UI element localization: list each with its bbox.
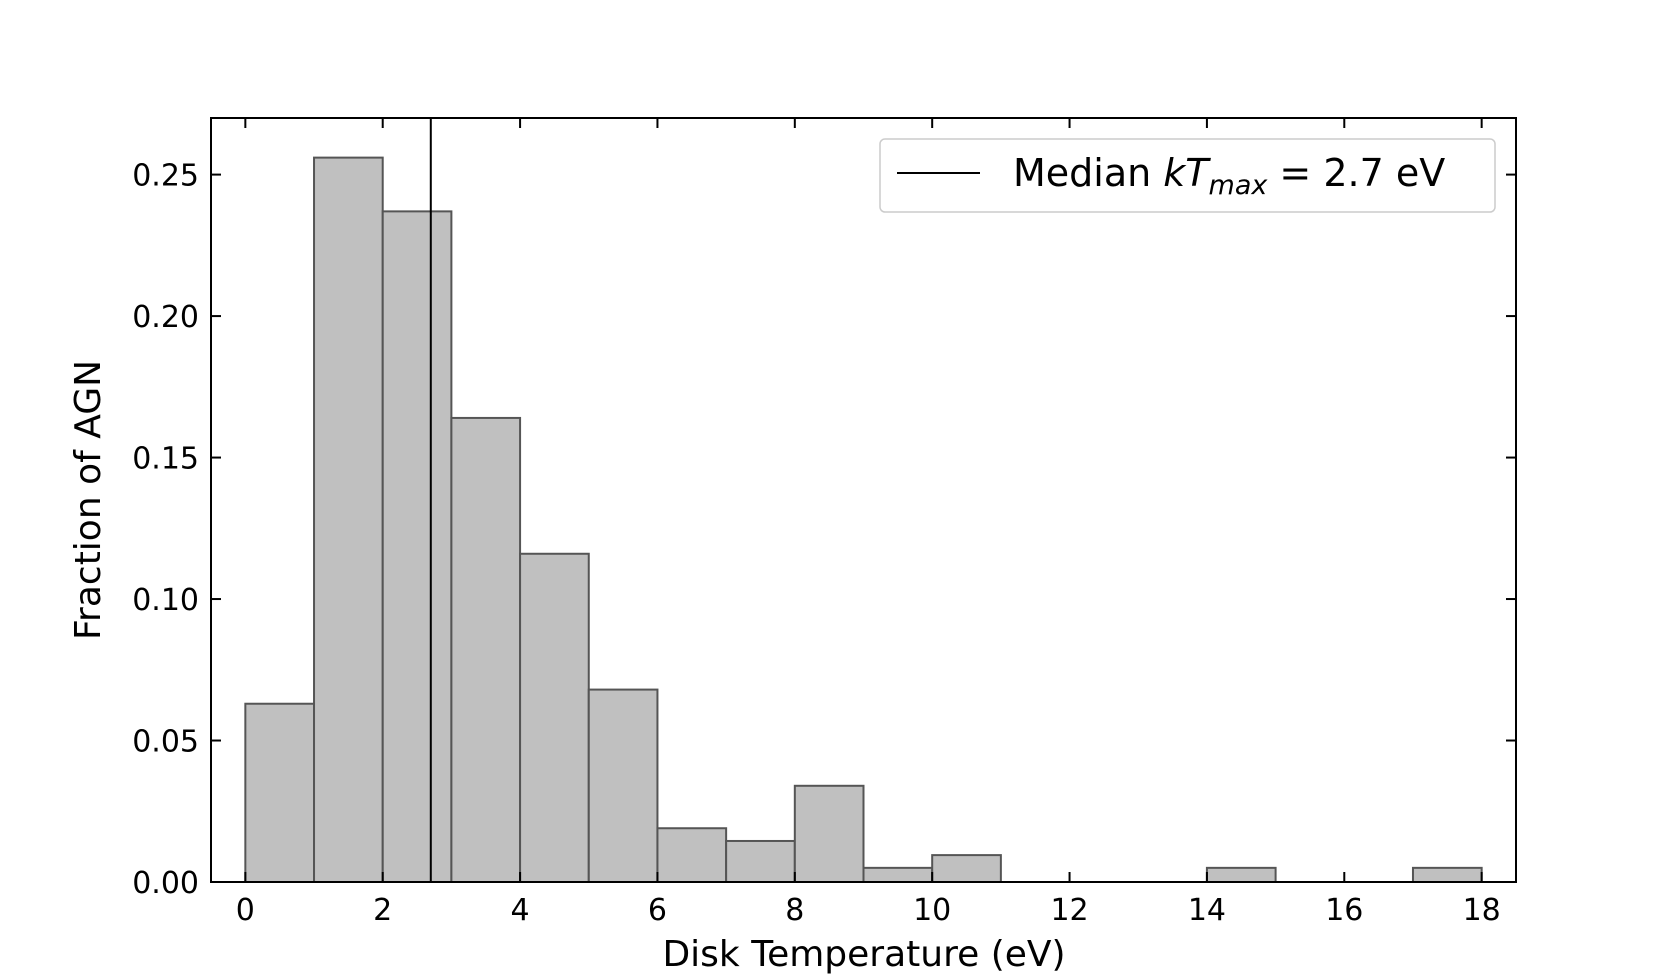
histogram-bar [313,156,384,884]
y-tick-label: 0.05 [132,725,199,760]
legend-label-part: = 2.7 eV [1267,151,1445,195]
histogram-bar [381,210,453,883]
legend-label: Median kTmax = 2.7 eV [1013,151,1445,201]
x-tick-label: 14 [1188,893,1226,928]
x-tick-label: 12 [1050,893,1088,928]
histogram-bar [450,416,522,883]
legend-label-part: max [1209,170,1269,201]
y-tick-label: 0.20 [132,300,199,335]
x-tick-label: 18 [1463,893,1501,928]
histogram-bar [793,784,865,884]
legend-label-part: Median [1013,151,1163,195]
histogram-bar [931,854,1002,884]
x-tick-label: 0 [236,893,255,928]
histogram-bar [862,866,934,884]
x-tick-label: 16 [1325,893,1363,928]
x-tick-label: 2 [373,893,392,928]
histogram-bar [656,827,728,884]
histogram-bar [1411,866,1483,884]
y-axis-label: Fraction of AGN [68,360,109,640]
y-tick-label: 0.15 [132,442,199,477]
legend-box [879,138,1496,213]
y-tick-label: 0.10 [132,583,199,618]
axes-frame [210,117,1517,883]
histogram-bar [519,552,590,883]
histogram-bar [244,702,316,883]
legend-label-part: kT [1163,151,1211,195]
histogram-bar [725,839,796,884]
x-tick-label: 6 [648,893,667,928]
histogram-bar [1205,866,1277,884]
y-tick-label: 0.25 [132,159,199,194]
x-axis-label: Disk Temperature (eV) [662,934,1065,975]
x-tick-label: 8 [785,893,804,928]
x-tick-label: 4 [511,893,530,928]
y-tick-label: 0.00 [132,866,199,901]
histogram-bar [587,688,659,884]
x-tick-label: 10 [913,893,951,928]
legend: Median kTmax = 2.7 eV [879,138,1496,213]
